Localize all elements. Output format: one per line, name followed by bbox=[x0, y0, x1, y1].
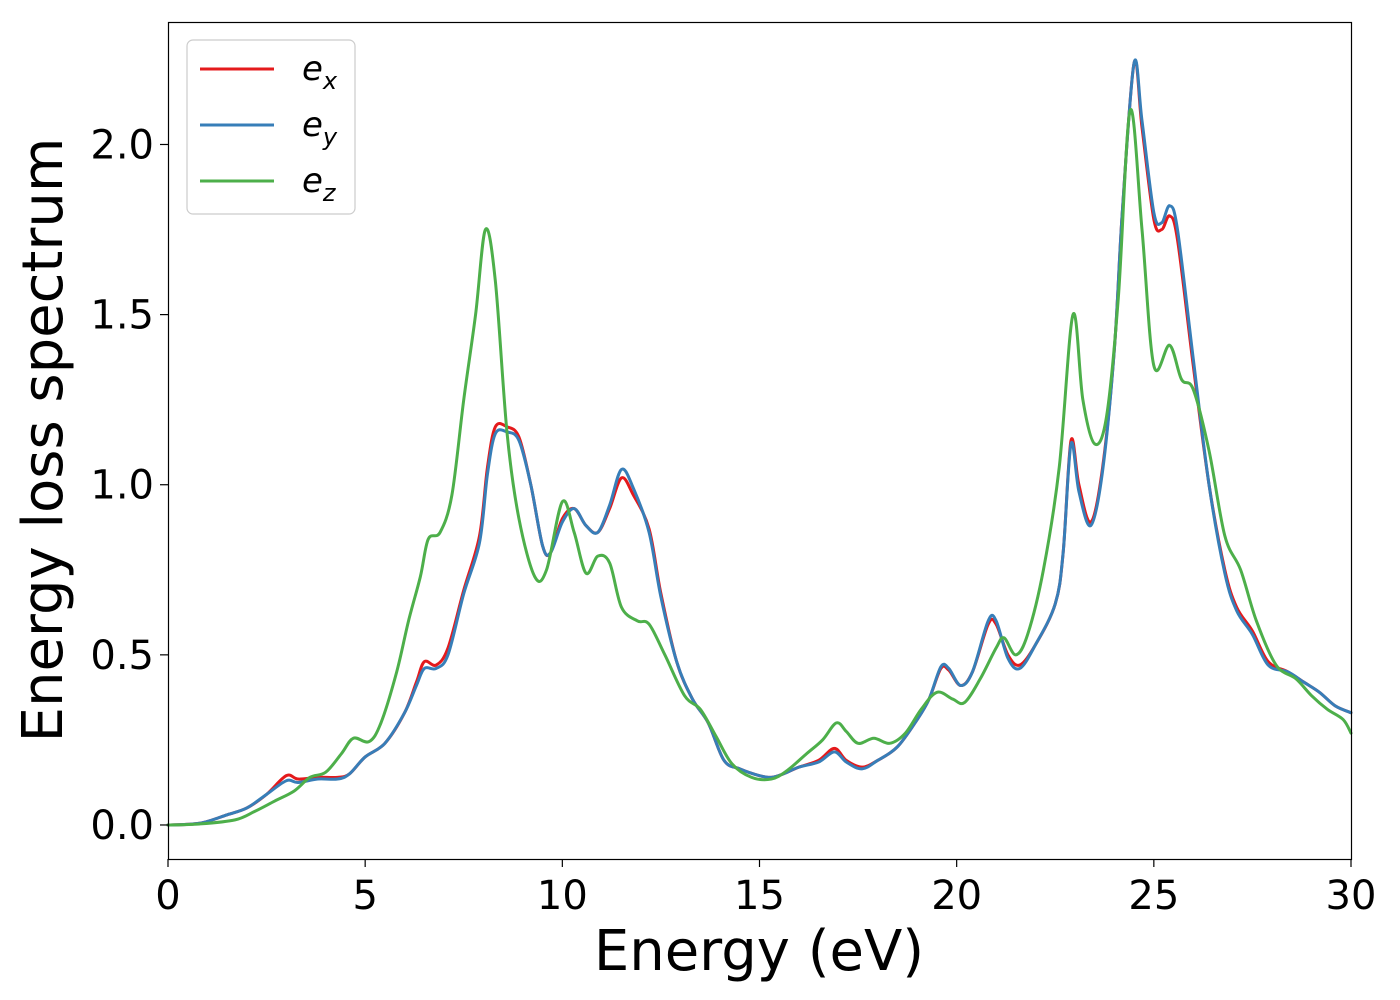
x-tick-label: 15 bbox=[734, 873, 785, 919]
y-tick-label: 1.5 bbox=[90, 293, 154, 339]
series-line-z bbox=[166, 108, 1353, 827]
legend-label-y: ey bbox=[302, 105, 338, 151]
legend-box bbox=[186, 39, 356, 215]
x-axis-title: Energy (eV) bbox=[594, 919, 924, 984]
x-axis: 0 5 10 15 20 25 30 bbox=[155, 859, 1376, 919]
y-tick-label: 2.0 bbox=[90, 122, 154, 168]
y-tick-label: 0.0 bbox=[90, 803, 154, 849]
y-axis: 0.0 0.5 1.0 1.5 2.0 bbox=[90, 122, 168, 849]
series-line-y bbox=[166, 58, 1353, 827]
x-tick-label: 20 bbox=[931, 873, 982, 919]
x-tick-label: 0 bbox=[155, 873, 180, 919]
x-tick-label: 25 bbox=[1128, 873, 1179, 919]
x-tick-label: 5 bbox=[352, 873, 377, 919]
y-tick-label: 0.5 bbox=[90, 633, 154, 679]
legend-label-x: ex bbox=[302, 49, 338, 95]
x-tick-label: 30 bbox=[1326, 873, 1377, 919]
x-tick-label: 10 bbox=[537, 873, 588, 919]
series-lines bbox=[166, 58, 1353, 827]
y-axis-title: Energy loss spectrum bbox=[11, 138, 76, 743]
y-tick-label: 1.0 bbox=[90, 463, 154, 509]
